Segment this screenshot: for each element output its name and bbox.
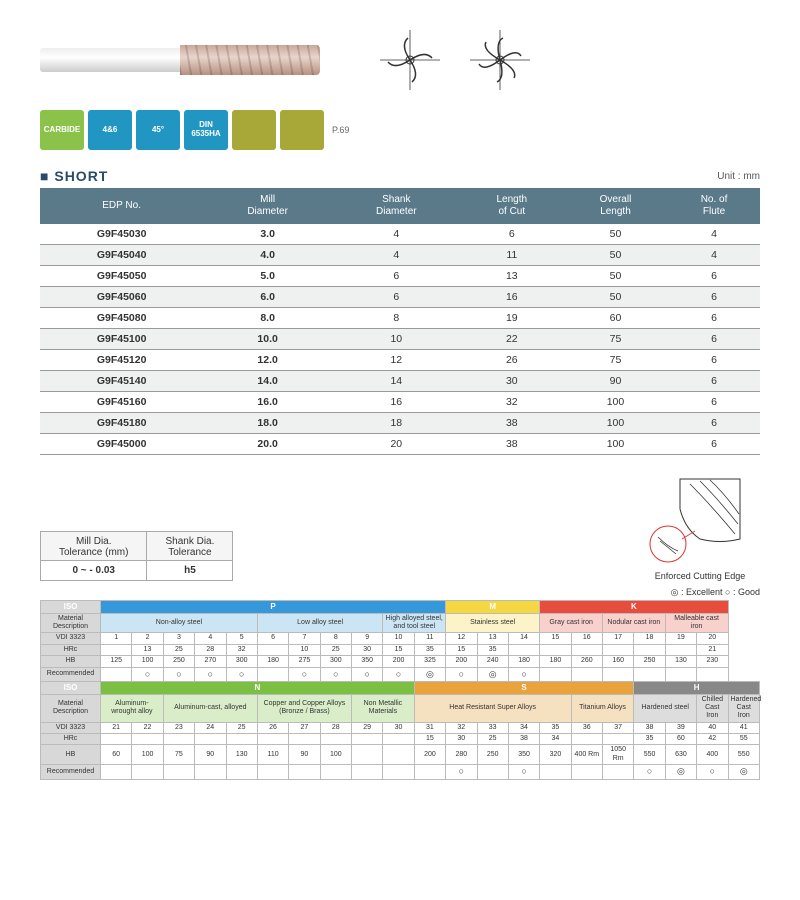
table-row: G9F4512012.01226756 [40,350,760,371]
table-row: G9F450808.0819606 [40,308,760,329]
endmill-illustration [40,30,320,90]
table-row: G9F4514014.01430906 [40,371,760,392]
rating-legend: ◎ : Excellent ○ : Good [40,587,760,598]
col-header: Shank Diameter [332,188,461,224]
tolerance-edge-row: Mill Dia. Tolerance (mm) 0 ~ - 0.03 Shan… [40,469,760,581]
col-header: Length of Cut [461,188,563,224]
table-row: G9F4516016.016321006 [40,392,760,413]
table-row: G9F4500020.020381006 [40,434,760,455]
cutting-edge-diagram: Enforced Cutting Edge [640,469,760,581]
table-row: G9F450303.046504 [40,224,760,245]
table-row: G9F450404.0411504 [40,245,760,266]
hero-row [40,30,760,90]
table-row: G9F4510010.01022756 [40,329,760,350]
material-table: ISOPMKMaterial DescriptionNon-alloy stee… [40,600,760,780]
page-ref: P.69 [332,125,349,135]
col-header: Mill Diameter [203,188,332,224]
badge-row: CARBIDE4&645°DIN 6535HA P.69 [40,110,760,150]
section-header: SHORT Unit : mm [40,168,760,184]
mill-tolerance: Mill Dia. Tolerance (mm) 0 ~ - 0.03 [40,531,147,581]
col-header: No. of Flute [668,188,760,224]
end-view-diagrams [380,30,530,90]
tolerance-table: Mill Dia. Tolerance (mm) 0 ~ - 0.03 Shan… [40,531,233,581]
badge: CARBIDE [40,110,84,150]
section-title: SHORT [40,168,108,184]
six-flute-icon [470,30,530,90]
badge [232,110,276,150]
badge: DIN 6535HA [184,110,228,150]
badge [280,110,324,150]
unit-label: Unit : mm [717,171,760,182]
shank-tolerance: Shank Dia. Tolerance h5 [147,531,233,581]
table-row: G9F450606.0616506 [40,287,760,308]
col-header: Overall Length [563,188,668,224]
spec-table: EDP No.Mill DiameterShank DiameterLength… [40,188,760,455]
table-row: G9F450505.0613506 [40,266,760,287]
four-flute-icon [380,30,440,90]
table-row: G9F4518018.018381006 [40,413,760,434]
col-header: EDP No. [40,188,203,224]
badge: 4&6 [88,110,132,150]
badge: 45° [136,110,180,150]
edge-label: Enforced Cutting Edge [640,571,760,581]
